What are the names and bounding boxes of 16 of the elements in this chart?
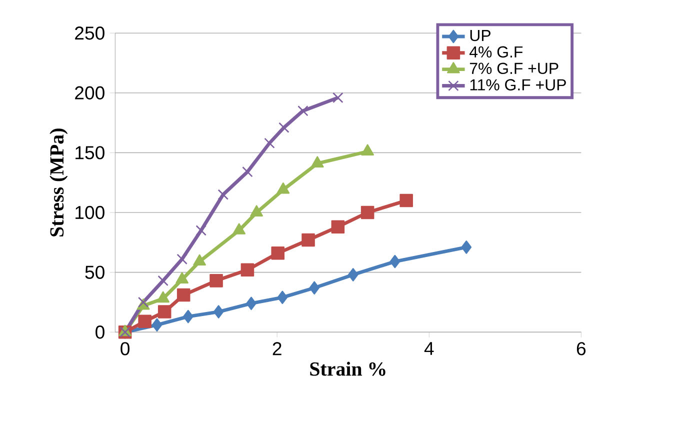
x-tick-label: 6 [576,342,586,356]
y-tick-label: 200 [75,86,104,100]
legend-label: 11% G.F +UP [470,79,566,90]
y-tick-label: 250 [75,26,104,40]
legend-label: 7% G.F +UP [470,62,558,74]
x-tick-label: 2 [272,342,282,356]
x-tick-label: 0 [120,342,130,356]
legend-label: UP [470,30,490,42]
legend-label: 4% G.F [470,46,523,58]
y-tick-label: 0 [96,326,104,339]
x-tick-label: 4 [424,342,434,355]
x-axis-title: Strain % [310,362,386,376]
y-tick-label: 150 [76,146,104,160]
y-axis-title: Stress (MPa) [50,128,68,236]
y-tick-label: 50 [85,266,104,279]
y-tick-label: 100 [76,206,104,220]
